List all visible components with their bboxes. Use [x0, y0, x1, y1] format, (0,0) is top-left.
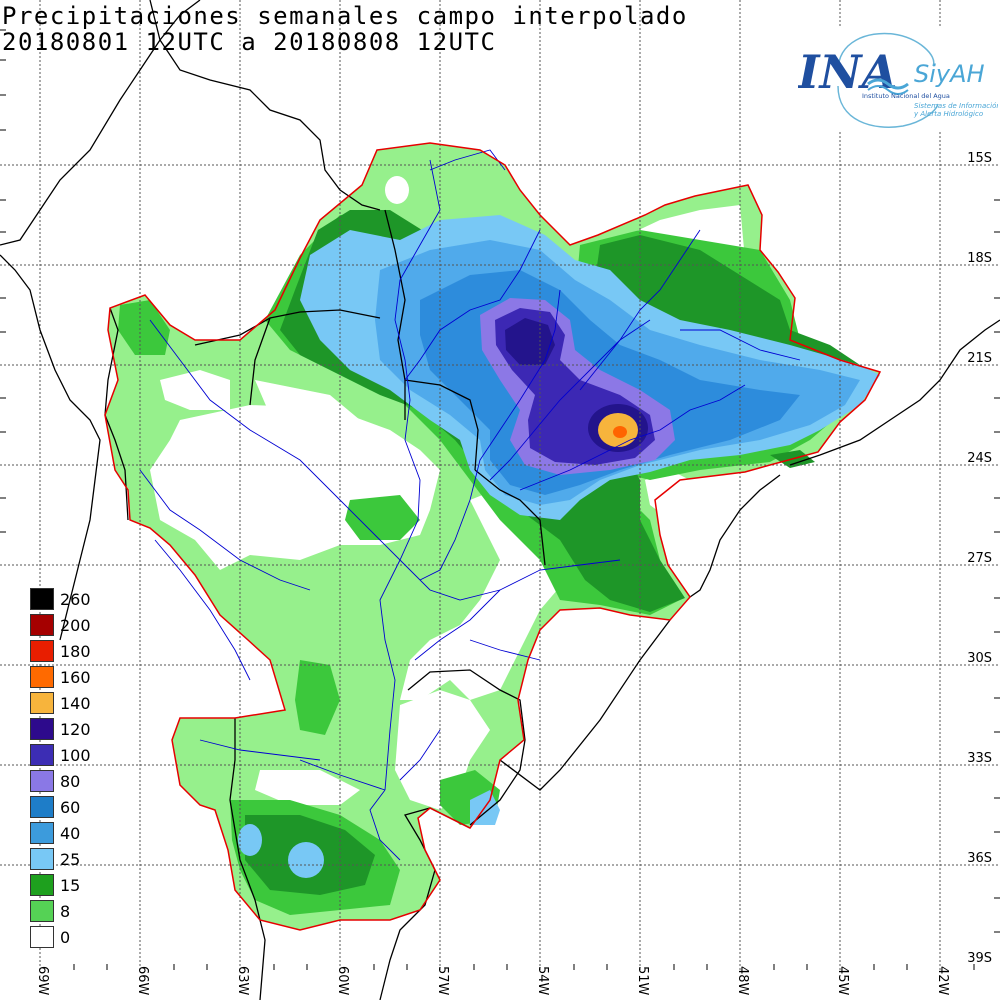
logo-siyah-text: SiyAH: [914, 60, 985, 88]
precip-area-140: [505, 318, 555, 365]
precip-area-0: [255, 380, 360, 430]
legend-item: 25: [30, 846, 91, 872]
legend-label: 40: [60, 823, 81, 843]
map-title: Precipitaciones semanales campo interpol…: [2, 2, 688, 30]
legend-label: 8: [60, 901, 71, 921]
lon-label: 54W: [535, 966, 550, 996]
lon-label: 66W: [135, 966, 150, 996]
logo-ina-text: INA: [798, 45, 897, 99]
legend-label: 260: [60, 589, 91, 609]
map-date-range: 20180801 12UTC a 20180808 12UTC: [2, 28, 497, 56]
precip-area-180: [613, 426, 627, 438]
legend-label: 180: [60, 641, 91, 661]
legend-label: 200: [60, 615, 91, 635]
legend-swatch: [30, 848, 54, 870]
legend-swatch: [30, 770, 54, 792]
legend-item: 60: [30, 794, 91, 820]
lat-label: 21S: [967, 351, 992, 366]
legend-item: 200: [30, 612, 91, 638]
precip-area-15: [295, 660, 340, 735]
legend-item: 100: [30, 742, 91, 768]
legend-label: 100: [60, 745, 91, 765]
lon-label: 51W: [635, 966, 650, 996]
legend-item: 120: [30, 716, 91, 742]
legend-item: 260: [30, 586, 91, 612]
ina-siyah-logo: INA SiyAH Instituto Nacional del Agua Si…: [798, 26, 998, 132]
legend-swatch: [30, 900, 54, 922]
legend-swatch: [30, 744, 54, 766]
legend-swatch: [30, 614, 54, 636]
legend-label: 25: [60, 849, 81, 869]
lat-label: 39S: [967, 951, 992, 966]
basin-outline: [104, 142, 882, 931]
legend-swatch: [30, 822, 54, 844]
lon-label: 63W: [235, 966, 250, 996]
logo-subtitle-2: Sistemas de Información: [914, 102, 998, 110]
legend-swatch: [30, 926, 54, 948]
legend-label: 140: [60, 693, 91, 713]
lon-label: 42W: [935, 966, 950, 996]
precipitation-field: [105, 143, 880, 930]
precip-area-15: [345, 495, 420, 540]
legend-label: 15: [60, 875, 81, 895]
legend-item: 180: [30, 638, 91, 664]
lon-label: 57W: [435, 966, 450, 996]
precip-area-40: [238, 824, 262, 856]
axis-ticks: [0, 29, 1000, 970]
lat-label: 30S: [967, 651, 992, 666]
legend-item: 40: [30, 820, 91, 846]
lat-label: 18S: [967, 251, 992, 266]
precipitation-legend: 260 200 180 160 140 120 100 80 60 40 25 …: [30, 586, 91, 950]
legend-swatch: [30, 692, 54, 714]
legend-swatch: [30, 588, 54, 610]
precip-area-15: [118, 300, 170, 355]
legend-label: 160: [60, 667, 91, 687]
lon-label: 45W: [835, 966, 850, 996]
legend-item: 160: [30, 664, 91, 690]
lon-label: 48W: [735, 966, 750, 996]
legend-item: 0: [30, 924, 91, 950]
lon-label: 60W: [335, 966, 350, 996]
lat-label: 24S: [967, 451, 992, 466]
legend-label: 80: [60, 771, 81, 791]
legend-label: 60: [60, 797, 81, 817]
legend-label: 0: [60, 927, 71, 947]
logo-subtitle-3: y Alerta Hidrológico: [913, 110, 983, 118]
legend-swatch: [30, 666, 54, 688]
precip-area-0: [385, 176, 409, 204]
lat-label: 27S: [967, 551, 992, 566]
legend-swatch: [30, 874, 54, 896]
rivers: [139, 149, 801, 861]
lat-label: 15S: [967, 151, 992, 166]
legend-swatch: [30, 640, 54, 662]
precip-area-0: [255, 770, 360, 805]
legend-item: 140: [30, 690, 91, 716]
legend-item: 80: [30, 768, 91, 794]
legend-label: 120: [60, 719, 91, 739]
precip-area-40: [288, 842, 324, 878]
precip-area-0: [160, 370, 230, 410]
lat-label: 33S: [967, 751, 992, 766]
graticule: [0, 0, 1000, 970]
legend-item: 8: [30, 898, 91, 924]
precip-area-0: [395, 690, 490, 810]
lat-label: 36S: [967, 851, 992, 866]
legend-item: 15: [30, 872, 91, 898]
logo-subtitle-1: Instituto Nacional del Agua: [862, 92, 950, 100]
lon-label: 69W: [35, 966, 50, 996]
legend-swatch: [30, 718, 54, 740]
legend-swatch: [30, 796, 54, 818]
